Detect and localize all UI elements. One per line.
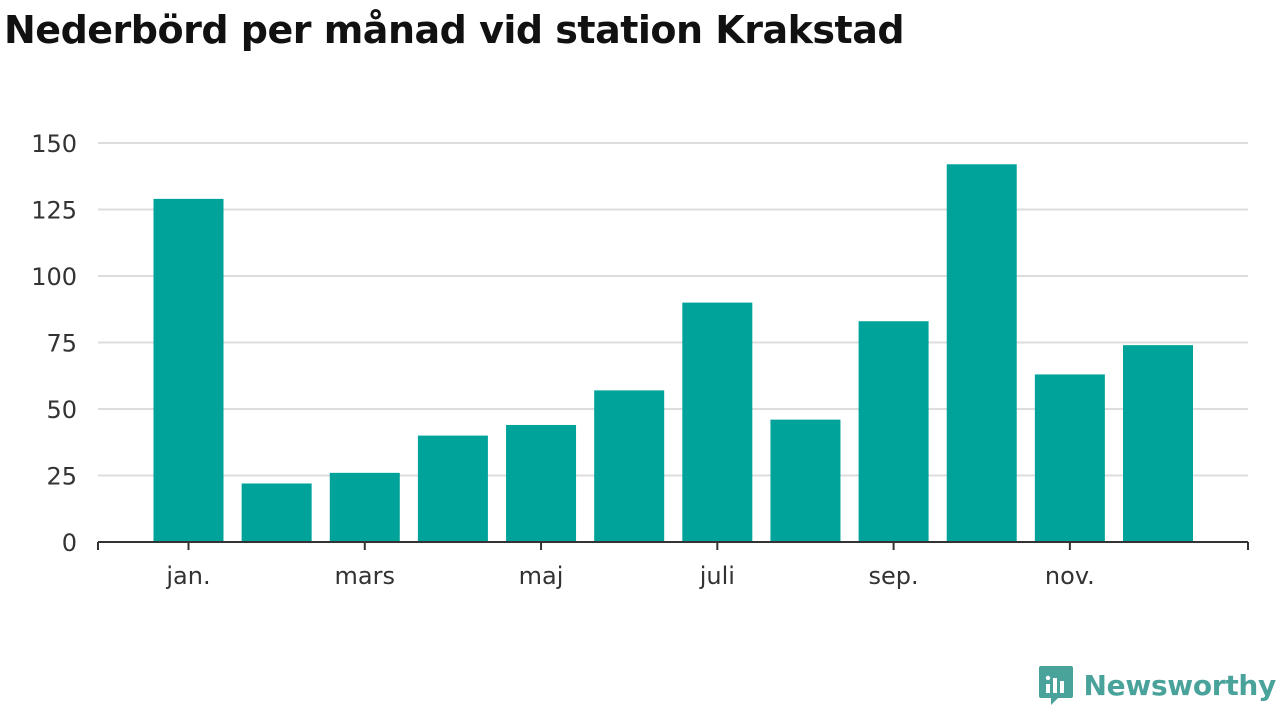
x-tick-label: nov. xyxy=(1045,562,1095,590)
y-tick-label: 100 xyxy=(31,263,77,291)
x-tick-label: sep. xyxy=(869,562,919,590)
bar-dec xyxy=(1123,345,1193,542)
bar-aug xyxy=(770,419,841,542)
x-axis-ticks: jan. mars maj juli sep. nov. xyxy=(165,542,1095,590)
x-tick-label: maj xyxy=(519,562,564,590)
x-tick-label: jan. xyxy=(165,562,210,590)
bars xyxy=(153,164,1193,543)
newsworthy-logo-icon xyxy=(1038,666,1073,705)
bar-okt xyxy=(946,164,1017,542)
x-axis xyxy=(97,541,1249,550)
bar-sep xyxy=(858,321,929,542)
bar-mars xyxy=(329,472,400,542)
bar-maj xyxy=(506,424,577,542)
chart-title: Nederbörd per månad vid station Krakstad xyxy=(4,8,905,52)
bar-nov xyxy=(1034,374,1105,542)
y-tick-label: 125 xyxy=(31,197,77,225)
bar-juni xyxy=(594,390,665,542)
y-tick-label: 50 xyxy=(46,396,77,424)
bar-juli xyxy=(682,302,753,542)
grid-lines xyxy=(98,142,1248,477)
x-tick-label: mars xyxy=(335,562,395,590)
bar-feb xyxy=(241,483,312,542)
brand-name: Newsworthy xyxy=(1083,668,1277,702)
bar-jan xyxy=(153,198,224,543)
brand-logo: Newsworthy xyxy=(1038,664,1276,706)
y-tick-label: 0 xyxy=(62,529,77,557)
y-tick-label: 75 xyxy=(46,330,77,358)
bar-apr xyxy=(417,435,488,542)
y-axis-ticks: 0 25 50 75 100 125 150 xyxy=(31,130,77,557)
y-tick-label: 150 xyxy=(31,130,77,158)
x-tick-label: juli xyxy=(699,562,735,590)
y-tick-label: 25 xyxy=(46,463,77,491)
